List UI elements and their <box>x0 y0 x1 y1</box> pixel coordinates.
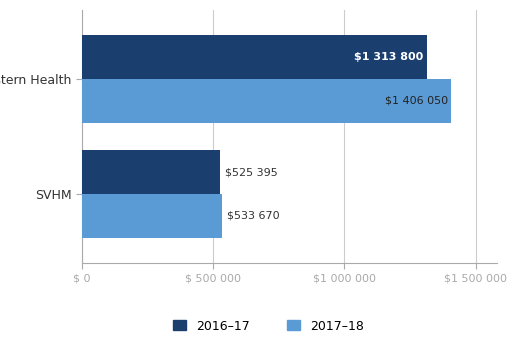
Text: $1 313 800: $1 313 800 <box>354 52 423 62</box>
Text: $1 406 050: $1 406 050 <box>385 96 448 106</box>
Bar <box>82 150 220 194</box>
Bar <box>82 35 427 79</box>
Bar <box>82 194 222 238</box>
Bar <box>82 79 451 123</box>
Legend: 2016–17, 2017–18: 2016–17, 2017–18 <box>168 315 369 337</box>
Text: $533 670: $533 670 <box>227 211 280 221</box>
Text: $525 395: $525 395 <box>225 167 278 177</box>
